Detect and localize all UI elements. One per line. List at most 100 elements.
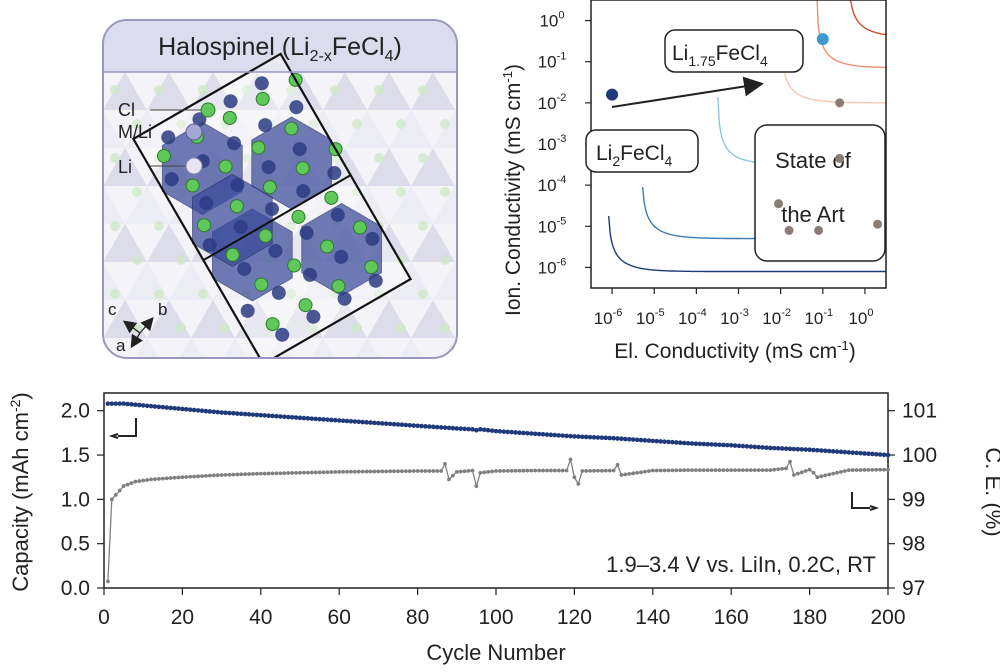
capacity-point xyxy=(595,435,601,440)
material-point-Li2FeCl4 xyxy=(606,88,619,101)
cl-atom xyxy=(185,178,200,193)
capacity-axis-label: Capacity (mAh cm-2) xyxy=(7,392,33,592)
ce-point xyxy=(709,468,714,473)
ce-point xyxy=(196,474,200,479)
background-cl-atom xyxy=(418,85,428,95)
ce-point xyxy=(164,476,169,481)
ce-point xyxy=(266,471,271,476)
ce-point xyxy=(270,471,275,476)
capacity-point xyxy=(650,438,656,444)
ce-point xyxy=(541,468,545,473)
ce-point xyxy=(223,472,228,477)
crystal-panel: Halospinel (Li2-xFeCl4) Cl M/Li Li c b a xyxy=(102,19,494,367)
background-cl-atom xyxy=(462,289,472,299)
capacity-point xyxy=(219,410,224,415)
background-cl-atom xyxy=(462,357,472,367)
fe-atom xyxy=(292,142,307,157)
ce-point xyxy=(701,468,706,473)
capacity-point xyxy=(466,426,471,432)
ce-point xyxy=(501,469,506,473)
ce-point xyxy=(607,468,612,473)
ce-point xyxy=(866,467,871,472)
legend-li-atom-icon xyxy=(185,157,203,175)
capacity-point xyxy=(544,432,550,437)
background-cl-atom xyxy=(330,85,340,95)
unit-cell-divider xyxy=(202,174,352,262)
ce-point xyxy=(117,488,122,493)
capacity-point xyxy=(250,412,256,417)
capacity-point xyxy=(474,427,479,433)
ce-point xyxy=(349,469,353,474)
ce-point xyxy=(333,470,338,474)
background-triangle xyxy=(103,186,125,224)
ce-point xyxy=(423,469,428,473)
capacity-point xyxy=(634,437,640,443)
ce-point xyxy=(842,469,847,473)
ce-point xyxy=(803,469,808,473)
background-triangle xyxy=(433,110,457,148)
capacity-point xyxy=(728,442,734,448)
ce-point xyxy=(443,462,447,466)
background-triangle xyxy=(455,72,457,110)
capacity-point xyxy=(666,439,671,445)
background-cl-atom xyxy=(484,255,494,265)
fe-atom xyxy=(164,172,179,187)
right-tick-label: 97 xyxy=(902,577,925,600)
background-triangle xyxy=(433,262,457,300)
ce-point xyxy=(639,470,643,475)
capacity-point xyxy=(822,448,828,454)
cl-atom xyxy=(254,277,269,292)
capacity-point xyxy=(454,426,460,431)
ce-point xyxy=(309,470,314,475)
capacity-point xyxy=(427,424,432,429)
fe-atom xyxy=(202,238,217,252)
capacity-point xyxy=(772,445,777,451)
cl-atom xyxy=(255,91,270,106)
background-cl-atom xyxy=(440,187,450,197)
capacity-point xyxy=(662,439,667,444)
background-cl-atom xyxy=(418,153,428,163)
capacity-point xyxy=(266,413,271,418)
y-tick-label: 10-2 xyxy=(538,92,567,113)
conductivity-panel: 10-6 10-5 10-4 10-3 10-2 10-1 100 10010-110-21… xyxy=(500,0,887,363)
background-cl-atom xyxy=(110,357,120,358)
legend-cl-atom-icon xyxy=(200,102,216,118)
ce-point xyxy=(521,468,526,473)
cl-atom xyxy=(251,140,266,155)
capacity-point xyxy=(623,436,628,442)
capacity-point xyxy=(364,420,369,425)
ce-point xyxy=(337,469,342,474)
capacity-point xyxy=(344,418,350,424)
capacity-point xyxy=(591,435,597,440)
cl-atom xyxy=(156,148,171,163)
cl-atom xyxy=(364,260,379,275)
capacity-point xyxy=(670,439,675,445)
capacity-point xyxy=(779,446,785,451)
capacity-point xyxy=(830,449,836,454)
ce-point xyxy=(458,469,463,474)
ce-point xyxy=(388,469,393,474)
cl-atom xyxy=(229,199,244,214)
capacity-point xyxy=(846,450,852,455)
background-cl-atom xyxy=(396,323,406,333)
right-tick-label: 100 xyxy=(902,444,937,467)
background-triangle xyxy=(103,148,147,186)
ce-point xyxy=(396,469,400,474)
background-cl-atom xyxy=(462,85,472,95)
capacity-point xyxy=(313,416,318,422)
ce-point xyxy=(380,469,385,474)
legend-label-li: Li xyxy=(118,157,132,177)
cycling-left-ticks: 0.0 0.5 1.0 1.5 2.0 xyxy=(61,400,104,600)
ce-point xyxy=(682,468,687,473)
capacity-point xyxy=(717,442,722,448)
ce-point xyxy=(384,469,389,474)
capacity-point xyxy=(819,448,824,453)
ce-point xyxy=(219,473,224,477)
cl-atom xyxy=(196,218,211,233)
capacity-point xyxy=(470,427,475,432)
capacity-point xyxy=(125,401,130,407)
background-cl-atom xyxy=(132,119,142,129)
capacity-point xyxy=(756,444,761,450)
capacity-point xyxy=(321,417,326,422)
fe-atom xyxy=(233,220,248,234)
